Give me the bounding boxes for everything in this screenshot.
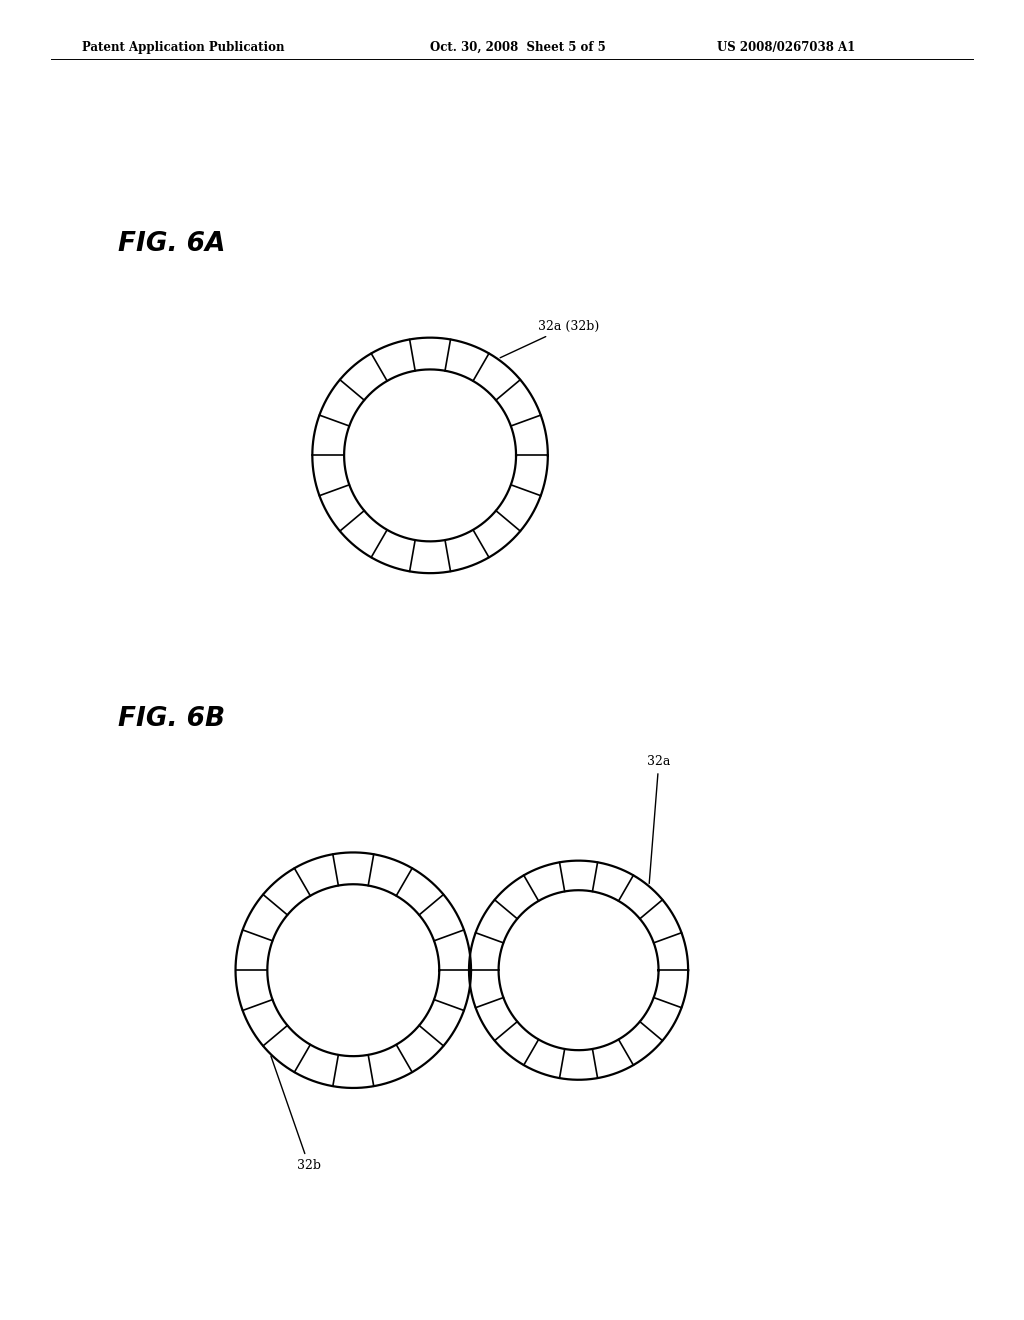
Text: Oct. 30, 2008  Sheet 5 of 5: Oct. 30, 2008 Sheet 5 of 5: [430, 41, 606, 54]
Text: Patent Application Publication: Patent Application Publication: [82, 41, 285, 54]
Text: 32a: 32a: [647, 755, 671, 883]
Text: FIG. 6B: FIG. 6B: [118, 706, 225, 733]
Text: 32b: 32b: [271, 1056, 321, 1172]
Text: 32a (32b): 32a (32b): [500, 319, 599, 358]
Text: US 2008/0267038 A1: US 2008/0267038 A1: [717, 41, 855, 54]
Text: FIG. 6A: FIG. 6A: [118, 231, 225, 257]
